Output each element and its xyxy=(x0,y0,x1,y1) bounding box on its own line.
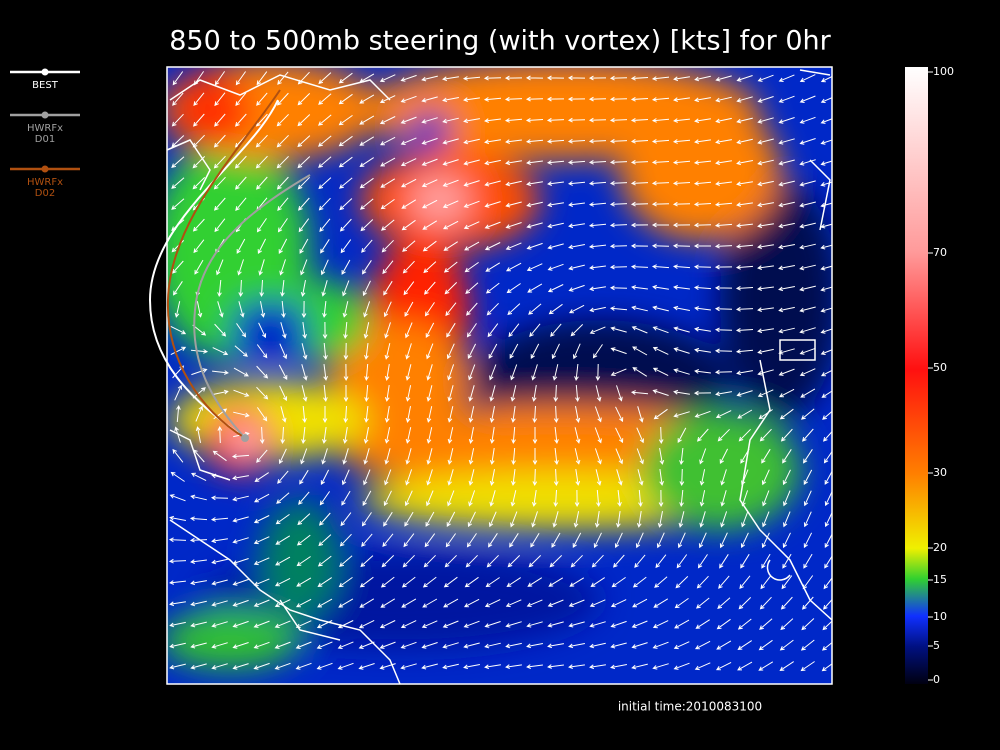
legend-dot xyxy=(41,165,49,173)
colorbar-label: 20 xyxy=(933,541,947,554)
colorbar-label: 70 xyxy=(933,246,947,259)
colorbar-label: 5 xyxy=(933,639,940,652)
wind-field xyxy=(167,67,832,670)
colorbar-label: 0 xyxy=(933,673,940,686)
wind-arrows xyxy=(168,71,832,672)
legend-dot xyxy=(41,68,49,76)
initial-time: initial time:2010083100 xyxy=(618,700,762,714)
colorbar-label: 100 xyxy=(933,65,954,78)
legend-label: D01 xyxy=(35,134,55,145)
colorbar xyxy=(905,67,928,684)
coastlines xyxy=(167,69,832,684)
legend-label: HWRFx xyxy=(27,123,63,134)
legend-label: D02 xyxy=(35,188,55,199)
map xyxy=(167,67,832,684)
tracks xyxy=(148,89,311,442)
legend-label: BEST xyxy=(32,80,59,91)
map-frame xyxy=(166,66,833,685)
title: 850 to 500mb steering (with vortex) [kts… xyxy=(169,26,831,57)
legend-label: HWRFx xyxy=(27,177,63,188)
legend-dot xyxy=(41,111,49,119)
colorbar-label: 50 xyxy=(933,361,947,374)
colorbar-label: 15 xyxy=(933,573,947,586)
colorbar-label: 30 xyxy=(933,466,947,479)
colorbar-label: 10 xyxy=(933,610,947,623)
